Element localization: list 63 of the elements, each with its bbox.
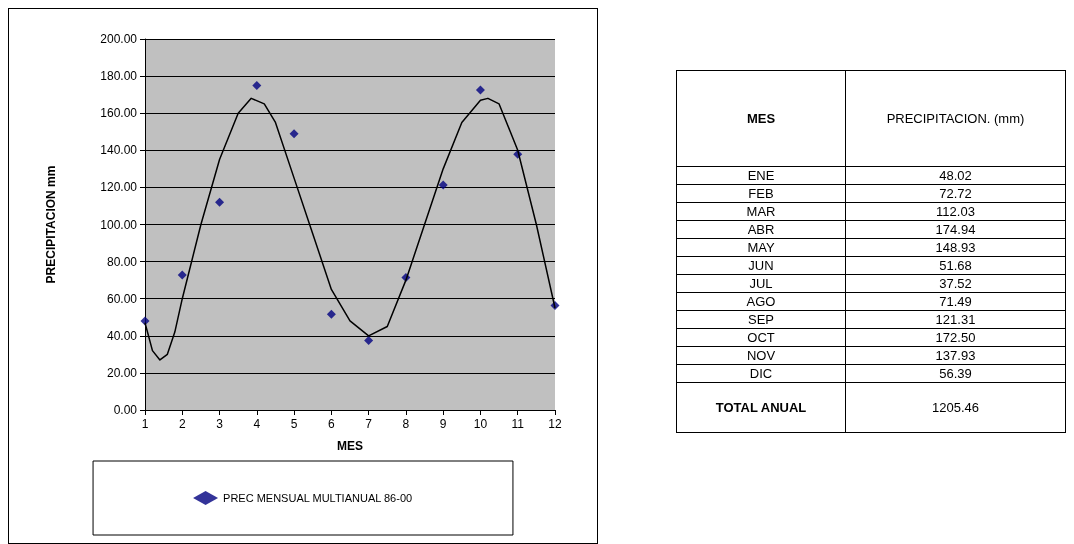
point	[289, 129, 299, 139]
x-tick-label: 4	[253, 417, 261, 431]
x-tick-label: 7	[365, 417, 373, 431]
category-label: SEP	[676, 310, 846, 329]
data-label: 48.02	[845, 166, 1066, 185]
point	[438, 180, 448, 190]
data-label: 72.72	[845, 184, 1066, 203]
y-tick-label: 200.00	[100, 32, 138, 46]
y-tick-label: 180.00	[100, 69, 138, 84]
point	[364, 335, 374, 345]
point	[215, 197, 225, 207]
y-tick-label: 100.00	[100, 217, 138, 232]
x-axis-title: MES	[336, 439, 364, 453]
y-tick-label: 120.00	[100, 180, 138, 195]
data-label: 137.93	[845, 346, 1066, 365]
y-tick-label: 40.00	[106, 328, 138, 343]
category-label: TOTAL ANUAL	[676, 382, 846, 433]
category-label: ENE	[676, 166, 846, 185]
data-label: 112.03	[845, 202, 1066, 221]
category-label: NOV	[676, 346, 846, 365]
data-label: 37.52	[845, 274, 1066, 293]
data-label: 174.94	[845, 220, 1066, 239]
text: PRECIPITACION. (mm)	[845, 70, 1066, 167]
category-label: MAY	[676, 238, 846, 257]
x-tick-label: 12	[548, 417, 562, 431]
point	[475, 85, 485, 95]
data-label: 172.50	[845, 328, 1066, 347]
category-label: JUN	[676, 256, 846, 275]
category-label: ABR	[676, 220, 846, 239]
x-tick-label: 11	[511, 417, 525, 431]
data-label: 121.31	[845, 310, 1066, 329]
y-tick-label: 140.00	[100, 143, 138, 158]
point	[326, 309, 336, 319]
category-label: DIC	[676, 364, 846, 383]
y-tick-label: 80.00	[106, 254, 138, 269]
x-tick-label: 2	[178, 417, 186, 431]
data-label: 56.39	[845, 364, 1066, 383]
y-axis-title: PRECIPITACION mm	[44, 165, 58, 284]
category-label: JUL	[676, 274, 846, 293]
x-tick-label: 3	[216, 417, 224, 431]
x-tick-label: 8	[402, 417, 410, 431]
data-label: 1205.46	[845, 382, 1066, 433]
data-label: 148.93	[845, 238, 1066, 257]
y-tick-label: 60.00	[106, 291, 138, 306]
y-tick-label: 160.00	[100, 106, 138, 121]
category-label: OCT	[676, 328, 846, 347]
legend-label: PREC MENSUAL MULTIANUAL 86-00	[223, 492, 413, 504]
category-label: MAR	[676, 202, 846, 221]
category-label: AGO	[676, 292, 846, 311]
y-tick-label: 0.00	[113, 403, 138, 417]
point	[177, 270, 187, 280]
x-tick-label: 5	[290, 417, 298, 431]
x-tick-label: 10	[473, 417, 488, 431]
data-label: 51.68	[845, 256, 1066, 275]
point	[140, 316, 150, 326]
x-tick-label: 9	[439, 417, 447, 431]
text: MES	[676, 70, 846, 167]
data-label: 71.49	[845, 292, 1066, 311]
category-label: FEB	[676, 184, 846, 203]
x-tick-label: 1	[141, 417, 149, 431]
point	[252, 80, 262, 90]
x-tick-label: 6	[328, 417, 336, 431]
y-tick-label: 20.00	[106, 365, 138, 380]
